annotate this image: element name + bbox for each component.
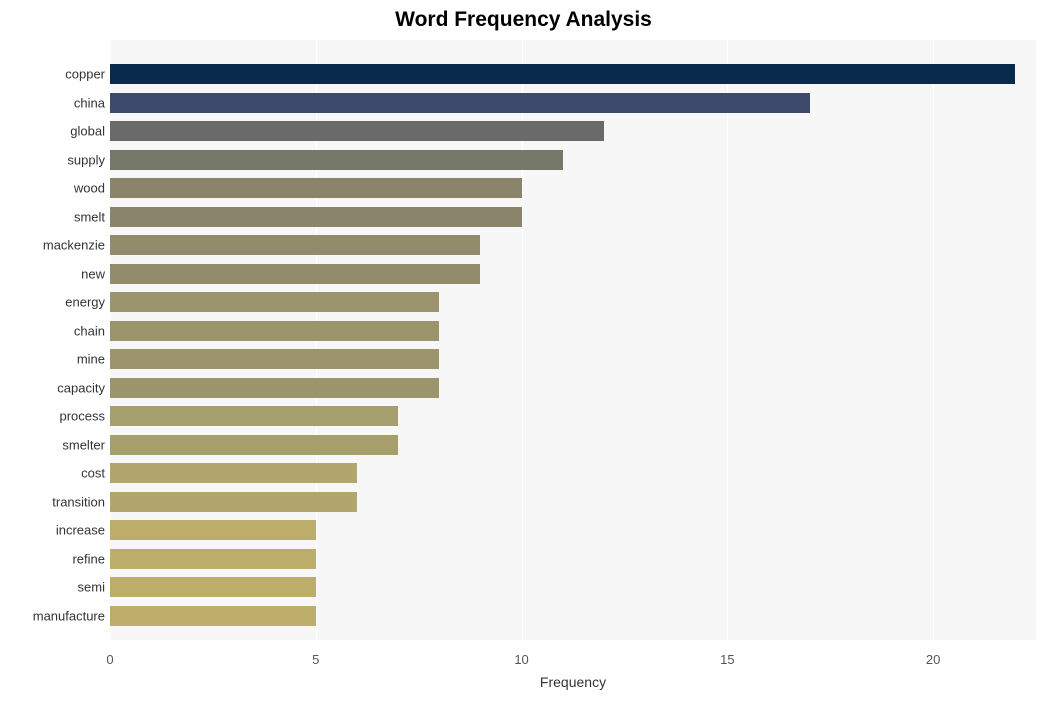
gridline: [727, 40, 728, 640]
chart-title: Word Frequency Analysis: [0, 8, 1047, 32]
y-tick-chain: chain: [74, 323, 105, 338]
y-tick-capacity: capacity: [57, 380, 105, 395]
bar-china: [110, 93, 810, 113]
bar-energy: [110, 292, 439, 312]
y-tick-increase: increase: [56, 523, 105, 538]
y-tick-china: china: [74, 95, 105, 110]
y-tick-semi: semi: [78, 580, 105, 595]
bar-wood: [110, 178, 522, 198]
y-tick-cost: cost: [81, 466, 105, 481]
y-tick-transition: transition: [52, 494, 105, 509]
y-tick-process: process: [59, 409, 105, 424]
x-tick-20: 20: [926, 652, 940, 667]
bar-copper: [110, 64, 1015, 84]
bar-transition: [110, 492, 357, 512]
bar-capacity: [110, 378, 439, 398]
bar-mackenzie: [110, 235, 480, 255]
bar-cost: [110, 463, 357, 483]
bar-smelter: [110, 435, 398, 455]
y-tick-copper: copper: [65, 67, 105, 82]
y-tick-smelt: smelt: [74, 209, 105, 224]
bar-new: [110, 264, 480, 284]
y-tick-refine: refine: [72, 551, 105, 566]
y-tick-global: global: [70, 124, 105, 139]
y-tick-smelter: smelter: [62, 437, 105, 452]
bar-smelt: [110, 207, 522, 227]
y-tick-manufacture: manufacture: [33, 608, 105, 623]
gridline: [933, 40, 934, 640]
bar-increase: [110, 520, 316, 540]
x-tick-15: 15: [720, 652, 734, 667]
word-frequency-chart: Word Frequency Analysis copper china globa…: [0, 0, 1047, 701]
bar-refine: [110, 549, 316, 569]
y-tick-energy: energy: [65, 295, 105, 310]
y-tick-new: new: [81, 266, 105, 281]
bar-manufacture: [110, 606, 316, 626]
bar-process: [110, 406, 398, 426]
bar-mine: [110, 349, 439, 369]
y-tick-mackenzie: mackenzie: [43, 238, 105, 253]
plot-area: [110, 40, 1036, 640]
y-tick-wood: wood: [74, 181, 105, 196]
x-axis-title: Frequency: [540, 674, 606, 690]
bar-global: [110, 121, 604, 141]
x-tick-5: 5: [312, 652, 319, 667]
y-tick-mine: mine: [77, 352, 105, 367]
y-tick-supply: supply: [67, 152, 105, 167]
x-tick-10: 10: [514, 652, 528, 667]
bar-chain: [110, 321, 439, 341]
x-tick-0: 0: [106, 652, 113, 667]
bar-semi: [110, 577, 316, 597]
bar-supply: [110, 150, 563, 170]
